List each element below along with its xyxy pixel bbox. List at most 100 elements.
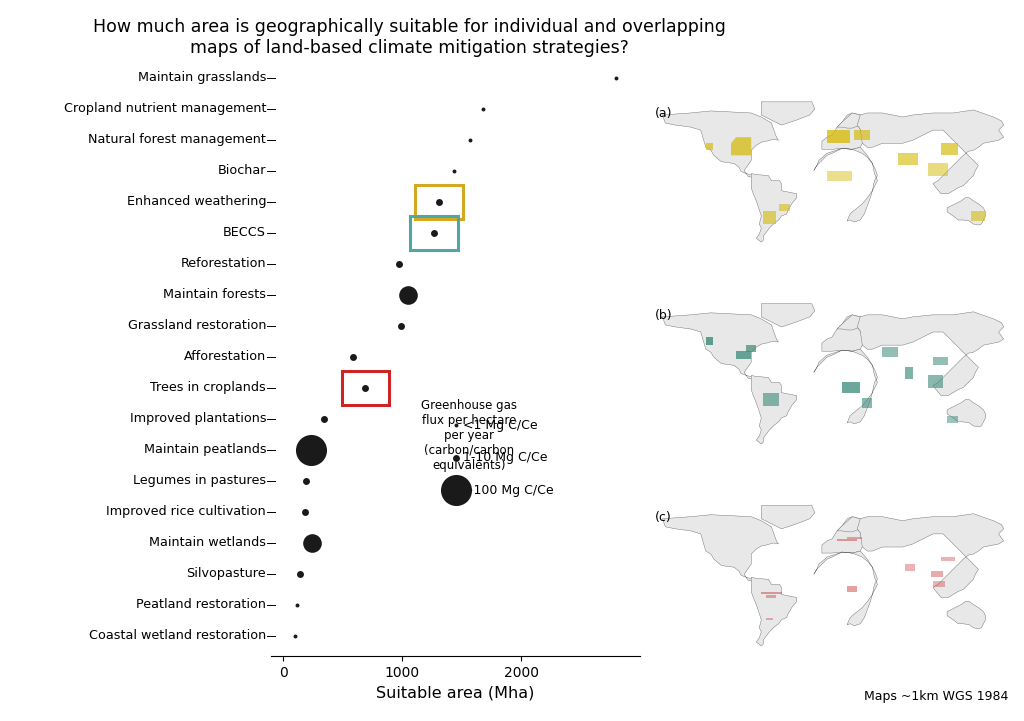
Point — [447, 452, 464, 464]
Polygon shape — [972, 211, 985, 221]
Polygon shape — [763, 211, 776, 224]
Text: (c): (c) — [655, 510, 672, 523]
Polygon shape — [752, 376, 797, 444]
Point — [608, 72, 625, 84]
Text: Natural forest management: Natural forest management — [88, 133, 266, 146]
Point — [426, 227, 442, 239]
Polygon shape — [779, 204, 790, 211]
Text: Grassland restoration: Grassland restoration — [128, 319, 266, 332]
Text: Greenhouse gas
flux per hectare
per year
(carbon/carbon
equivalents): Greenhouse gas flux per hectare per year… — [421, 399, 517, 472]
Polygon shape — [947, 198, 985, 225]
Polygon shape — [941, 143, 958, 155]
Polygon shape — [822, 517, 867, 553]
Polygon shape — [761, 593, 781, 595]
Polygon shape — [947, 416, 958, 423]
Text: How much area is geographically suitable for individual and overlapping
maps of : How much area is geographically suitable… — [93, 18, 726, 57]
Text: >100 Mg C/Ce: >100 Mg C/Ce — [463, 484, 553, 497]
Text: Silvopasture: Silvopasture — [186, 567, 266, 580]
Text: Maps ~1km WGS 1984: Maps ~1km WGS 1984 — [864, 690, 1009, 703]
Polygon shape — [731, 137, 752, 155]
Polygon shape — [837, 517, 860, 532]
Polygon shape — [663, 313, 778, 379]
Polygon shape — [814, 551, 878, 626]
Polygon shape — [947, 601, 985, 629]
Point — [297, 506, 313, 518]
Point — [303, 444, 319, 456]
Text: <1 Mg C/Ce: <1 Mg C/Ce — [463, 419, 538, 432]
Polygon shape — [905, 367, 912, 379]
Polygon shape — [941, 557, 955, 561]
Polygon shape — [931, 571, 943, 578]
Text: Legumes in pastures: Legumes in pastures — [133, 474, 266, 487]
Polygon shape — [706, 143, 713, 150]
Point — [304, 537, 321, 549]
Text: Maintain wetlands: Maintain wetlands — [150, 536, 266, 549]
Polygon shape — [933, 357, 948, 366]
Text: Improved plantations: Improved plantations — [129, 412, 266, 425]
Text: (a): (a) — [655, 107, 673, 120]
Polygon shape — [663, 515, 778, 581]
Polygon shape — [854, 130, 870, 140]
Polygon shape — [857, 110, 1004, 194]
Polygon shape — [752, 578, 797, 646]
Polygon shape — [763, 393, 779, 406]
Polygon shape — [746, 345, 757, 352]
Point — [447, 485, 464, 496]
Text: 1-10 Mg C/Ce: 1-10 Mg C/Ce — [463, 451, 547, 464]
Text: Peatland restoration: Peatland restoration — [136, 598, 266, 611]
Polygon shape — [827, 170, 852, 181]
Point — [315, 413, 332, 425]
Point — [462, 134, 478, 146]
Polygon shape — [663, 111, 778, 177]
Text: Enhanced weathering: Enhanced weathering — [127, 195, 266, 208]
Text: BECCS: BECCS — [223, 226, 266, 239]
Polygon shape — [736, 351, 752, 359]
Polygon shape — [761, 304, 815, 327]
Polygon shape — [857, 311, 1004, 396]
Polygon shape — [766, 596, 776, 598]
Text: Reforestation: Reforestation — [180, 257, 266, 270]
Polygon shape — [905, 564, 914, 571]
Text: Maintain grasslands: Maintain grasslands — [137, 71, 266, 84]
Polygon shape — [766, 618, 773, 620]
Point — [400, 289, 417, 301]
Text: Maintain forests: Maintain forests — [163, 288, 266, 301]
Point — [393, 320, 410, 332]
Polygon shape — [862, 398, 872, 408]
Polygon shape — [842, 383, 860, 393]
Polygon shape — [933, 581, 945, 588]
Text: Coastal wetland restoration: Coastal wetland restoration — [89, 629, 266, 642]
Text: Biochar: Biochar — [218, 164, 266, 177]
Point — [475, 103, 492, 115]
Polygon shape — [847, 586, 857, 593]
Polygon shape — [837, 539, 857, 541]
Polygon shape — [898, 154, 918, 165]
Polygon shape — [761, 505, 815, 528]
Text: Cropland nutrient management: Cropland nutrient management — [63, 102, 266, 115]
Polygon shape — [947, 399, 985, 427]
Polygon shape — [814, 349, 878, 424]
Point — [289, 599, 305, 611]
Point — [345, 351, 361, 363]
Point — [357, 382, 374, 394]
Polygon shape — [822, 315, 867, 351]
Polygon shape — [752, 174, 797, 242]
Polygon shape — [814, 147, 878, 222]
Polygon shape — [928, 164, 948, 176]
Polygon shape — [847, 537, 862, 539]
Polygon shape — [706, 337, 713, 345]
Polygon shape — [761, 102, 815, 125]
Point — [292, 568, 308, 580]
Text: Improved rice cultivation: Improved rice cultivation — [106, 505, 266, 518]
X-axis label: Suitable area (Mha): Suitable area (Mha) — [377, 686, 535, 700]
Polygon shape — [827, 130, 850, 143]
Text: (b): (b) — [655, 309, 673, 322]
Text: Maintain peatlands: Maintain peatlands — [143, 443, 266, 456]
Polygon shape — [837, 113, 860, 128]
Text: Trees in croplands: Trees in croplands — [151, 381, 266, 394]
Polygon shape — [837, 315, 860, 330]
Polygon shape — [883, 347, 898, 357]
Point — [447, 420, 464, 431]
Point — [298, 475, 314, 487]
Polygon shape — [928, 376, 943, 388]
